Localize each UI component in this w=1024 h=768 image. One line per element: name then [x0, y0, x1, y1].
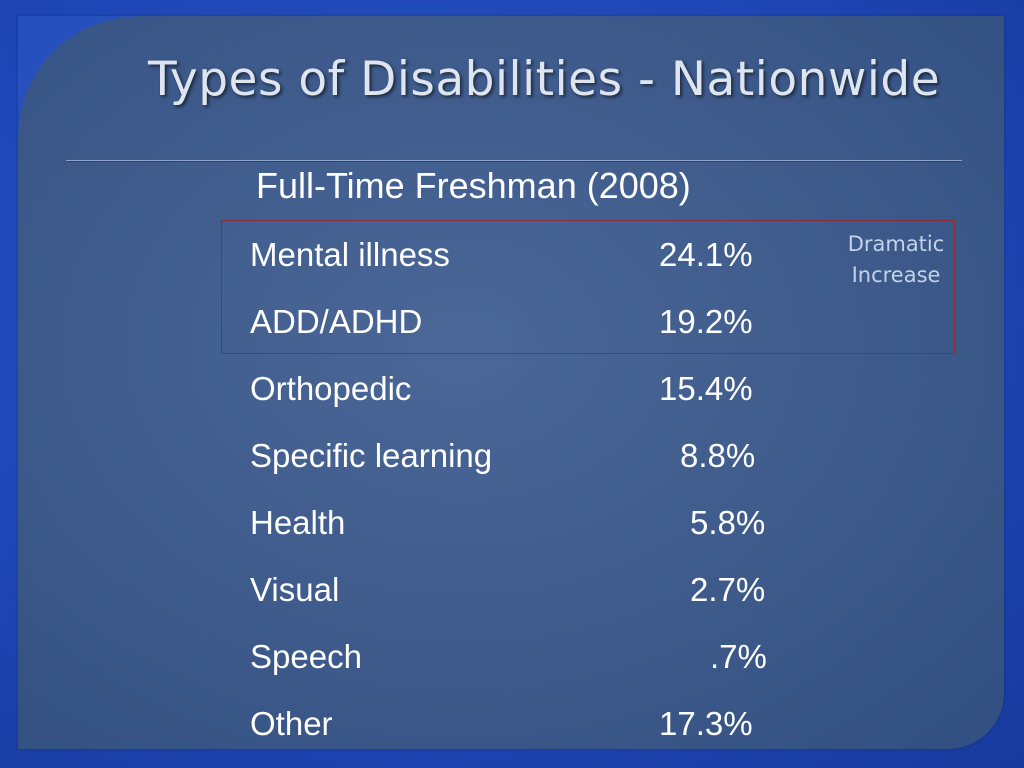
row-value: 15.4%	[659, 370, 753, 407]
callout-line-1: Dramatic	[847, 232, 945, 256]
row-label: Health	[250, 504, 346, 541]
slide-subtitle: Full-Time Freshman (2008)	[256, 165, 691, 206]
row-label: Mental illness	[250, 236, 450, 273]
row-label: ADD/ADHD	[250, 303, 423, 340]
row-label: Speech	[250, 638, 362, 675]
row-value: 8.8%	[680, 437, 756, 474]
list-item: Other 17.3%	[250, 701, 790, 768]
row-value: 2.7%	[690, 571, 766, 608]
slide-title: Types of Disabilities - Nationwide	[148, 52, 941, 107]
title-divider	[66, 160, 962, 162]
row-value: .7%	[710, 638, 767, 675]
row-label: Visual	[250, 571, 340, 608]
row-value: 5.8%	[690, 504, 766, 541]
list-item: Orthopedic 15.4%	[250, 366, 790, 433]
list-item: Visual 2.7%	[250, 567, 790, 634]
row-label: Orthopedic	[250, 370, 412, 407]
callout-line-2: Increase	[851, 263, 941, 287]
panel-corner-cutout	[18, 16, 138, 136]
row-label: Specific learning	[250, 437, 493, 474]
list-item: Mental illness 24.1%	[250, 232, 790, 299]
disability-list: Mental illness 24.1% ADD/ADHD 19.2% Orth…	[250, 232, 790, 768]
slide-panel	[18, 16, 1004, 749]
list-item: ADD/ADHD 19.2%	[250, 299, 790, 366]
list-item: Health 5.8%	[250, 500, 790, 567]
row-value: 17.3%	[659, 705, 753, 742]
row-value: 24.1%	[659, 236, 753, 273]
row-label: Other	[250, 705, 333, 742]
row-value: 19.2%	[659, 303, 753, 340]
list-item: Speech .7%	[250, 634, 790, 701]
callout-text: Dramatic Increase	[826, 229, 966, 291]
highlight-box	[221, 220, 955, 354]
list-item: Specific learning 8.8%	[250, 433, 790, 500]
